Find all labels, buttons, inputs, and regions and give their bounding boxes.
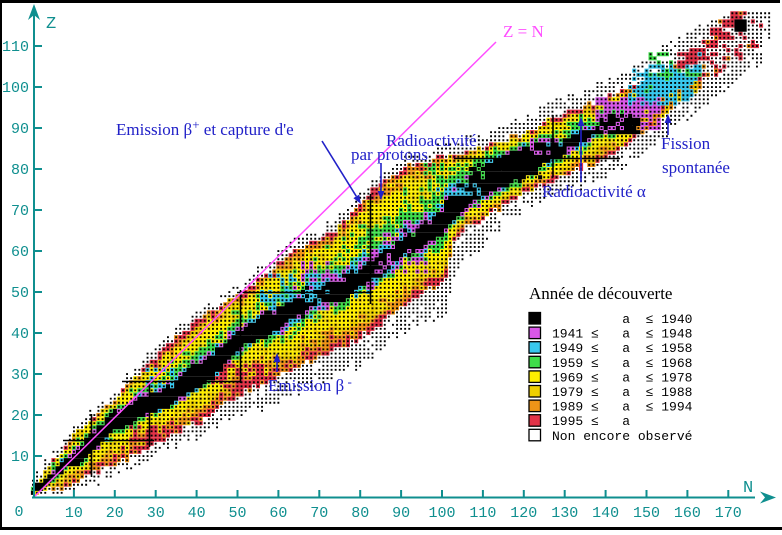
- svg-text:170: 170: [715, 505, 742, 522]
- svg-text:90: 90: [11, 121, 29, 138]
- svg-text:60: 60: [269, 505, 287, 522]
- svg-text:110: 110: [2, 39, 29, 56]
- svg-text:130: 130: [551, 505, 578, 522]
- svg-text:50: 50: [11, 285, 29, 302]
- svg-text:1969 ≤ a ≤ 1978: 1969 ≤ a ≤ 1978: [552, 370, 692, 385]
- svg-text:90: 90: [392, 505, 410, 522]
- svg-text:160: 160: [674, 505, 701, 522]
- svg-text:Radioactivité: Radioactivité: [386, 131, 477, 150]
- svg-text:Radioactivité α: Radioactivité α: [542, 182, 646, 201]
- svg-text:Z = N: Z = N: [503, 22, 544, 41]
- svg-text:Année de découverte: Année de découverte: [529, 284, 672, 303]
- svg-text:120: 120: [510, 505, 537, 522]
- svg-text:par protons: par protons: [351, 145, 428, 164]
- svg-text:10: 10: [11, 449, 29, 466]
- svg-text:40: 40: [11, 326, 29, 343]
- svg-text:100: 100: [428, 505, 455, 522]
- svg-text:Z: Z: [46, 15, 56, 34]
- svg-text:1941 ≤ a ≤ 1948: 1941 ≤ a ≤ 1948: [552, 327, 692, 342]
- svg-text:Emission β -: Emission β -: [268, 374, 352, 395]
- svg-text:20: 20: [106, 505, 124, 522]
- svg-text:30: 30: [147, 505, 165, 522]
- svg-text:140: 140: [592, 505, 619, 522]
- svg-text:40: 40: [188, 505, 206, 522]
- svg-text:Non encore observé: Non encore observé: [552, 429, 692, 444]
- svg-text:1959 ≤ a ≤ 1968: 1959 ≤ a ≤ 1968: [552, 356, 692, 371]
- svg-text:70: 70: [11, 203, 29, 220]
- svg-text:80: 80: [351, 505, 369, 522]
- svg-text:50: 50: [228, 505, 246, 522]
- svg-text:1979 ≤ a ≤ 1988: 1979 ≤ a ≤ 1988: [552, 385, 692, 400]
- svg-text:1989 ≤ a ≤ 1994: 1989 ≤ a ≤ 1994: [552, 400, 693, 415]
- svg-text:0: 0: [14, 504, 23, 521]
- svg-text:110: 110: [469, 505, 496, 522]
- svg-text:60: 60: [11, 244, 29, 261]
- svg-text:100: 100: [2, 80, 29, 97]
- svg-text:80: 80: [11, 162, 29, 179]
- svg-text:150: 150: [633, 505, 660, 522]
- svg-text:Emission β+ et capture d'e: Emission β+ et capture d'e: [116, 117, 294, 139]
- svg-text:spontanée: spontanée: [662, 158, 730, 177]
- svg-text:10: 10: [65, 505, 83, 522]
- svg-text:70: 70: [310, 505, 328, 522]
- svg-text:1995 ≤ a: 1995 ≤ a: [552, 414, 630, 429]
- svg-text:20: 20: [11, 408, 29, 425]
- svg-text:1949 ≤ a ≤ 1958: 1949 ≤ a ≤ 1958: [552, 341, 692, 356]
- svg-text:30: 30: [11, 367, 29, 384]
- svg-text:a ≤ 1940: a ≤ 1940: [552, 312, 692, 327]
- svg-text:Fission: Fission: [661, 134, 711, 153]
- svg-text:N: N: [743, 479, 753, 498]
